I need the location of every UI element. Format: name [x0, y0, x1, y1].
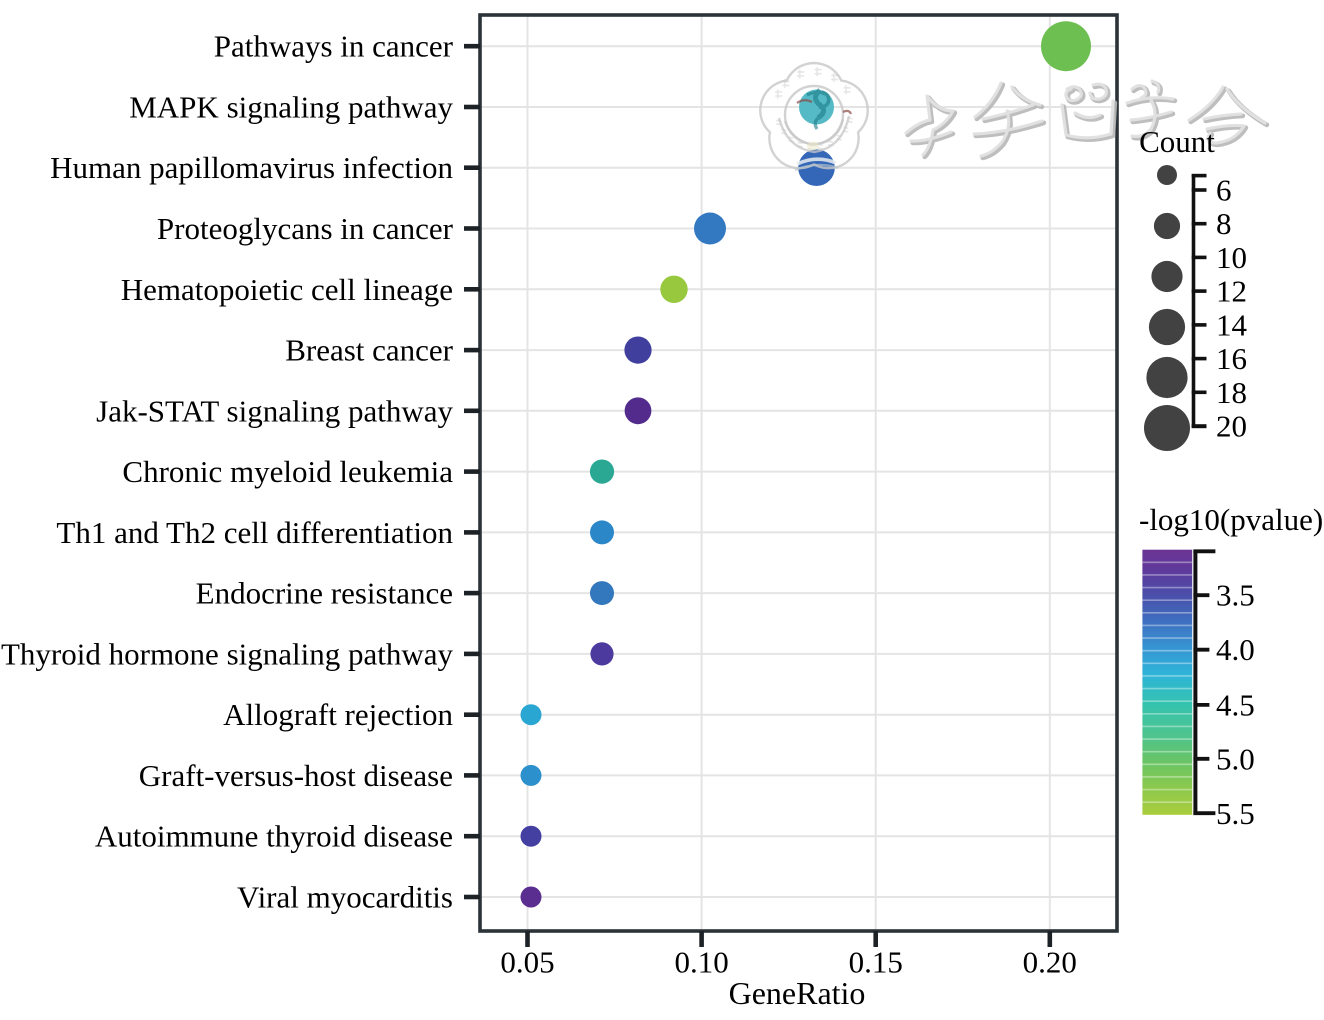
- svg-text:5.0: 5.0: [1216, 741, 1255, 776]
- svg-text:3.5: 3.5: [1216, 578, 1255, 613]
- svg-text:10: 10: [1216, 240, 1247, 275]
- svg-text:0.05: 0.05: [500, 945, 554, 980]
- svg-text:Viral myocarditis: Viral myocarditis: [237, 880, 453, 915]
- svg-text:5.5: 5.5: [1216, 796, 1255, 831]
- svg-text:20: 20: [1216, 409, 1247, 444]
- svg-text:8: 8: [1216, 206, 1232, 241]
- svg-text:Chronic myeloid leukemia: Chronic myeloid leukemia: [122, 454, 453, 489]
- svg-text:4.0: 4.0: [1216, 632, 1255, 667]
- svg-text:16: 16: [1216, 341, 1247, 376]
- svg-text:-log10(pvalue): -log10(pvalue): [1139, 502, 1323, 537]
- svg-text:MAPK signaling pathway: MAPK signaling pathway: [129, 90, 453, 125]
- svg-text:12: 12: [1216, 274, 1247, 309]
- svg-text:18: 18: [1216, 375, 1247, 410]
- svg-text:Endocrine resistance: Endocrine resistance: [196, 576, 453, 611]
- svg-text:Graft-versus-host disease: Graft-versus-host disease: [139, 758, 453, 793]
- svg-text:Hematopoietic cell lineage: Hematopoietic cell lineage: [121, 272, 453, 307]
- svg-text:Thyroid hormone signaling path: Thyroid hormone signaling pathway: [1, 636, 453, 671]
- svg-text:14: 14: [1216, 307, 1248, 342]
- svg-text:Autoimmune thyroid disease: Autoimmune thyroid disease: [95, 819, 453, 854]
- svg-text:Breast cancer: Breast cancer: [285, 333, 453, 368]
- svg-text:0.10: 0.10: [674, 945, 728, 980]
- svg-text:6: 6: [1216, 173, 1232, 208]
- svg-text:Allograft rejection: Allograft rejection: [223, 697, 453, 732]
- svg-text:GeneRatio: GeneRatio: [729, 975, 866, 1011]
- svg-text:Pathways in cancer: Pathways in cancer: [214, 29, 454, 64]
- svg-text:Jak-STAT signaling pathway: Jak-STAT signaling pathway: [96, 393, 453, 428]
- svg-text:Count: Count: [1139, 124, 1215, 159]
- svg-text:4.5: 4.5: [1216, 687, 1255, 722]
- svg-text:Proteoglycans in cancer: Proteoglycans in cancer: [157, 211, 454, 246]
- svg-text:0.15: 0.15: [849, 945, 903, 980]
- svg-text:0.20: 0.20: [1023, 945, 1077, 980]
- svg-text:Human papillomavirus infection: Human papillomavirus infection: [50, 150, 453, 185]
- svg-text:Th1 and Th2 cell differentiati: Th1 and Th2 cell differentiation: [56, 515, 453, 550]
